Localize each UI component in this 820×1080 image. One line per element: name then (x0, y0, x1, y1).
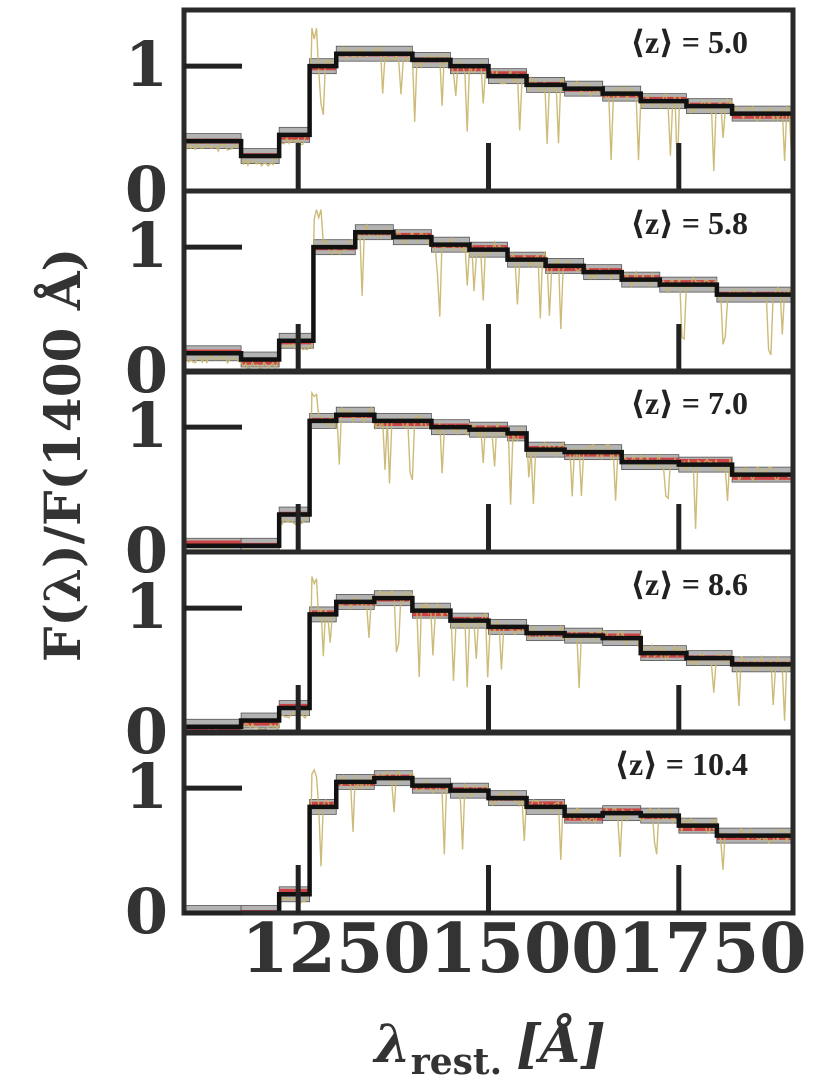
spectrum-panel-2: 0 1 ⟨z⟩ = 7.0 (125, 368, 796, 587)
x-tick-label-2: 1750 (617, 909, 806, 989)
y-tick-label-1-0: 0 (125, 334, 168, 407)
x-tick-label-0: 1250 (241, 909, 430, 989)
y-axis-title: F(λ)/F(1400 Å) (33, 248, 92, 662)
y-tick-label-2-1: 1 (125, 389, 168, 462)
x-tick-label-1: 1500 (429, 909, 618, 989)
panel-label-0: ⟨z⟩ = 5.0 (630, 24, 748, 60)
x-axis-title: λrest. [Å] (372, 1013, 605, 1080)
spectrum-panel-4: 0 1 ⟨z⟩ = 10.4 (125, 729, 796, 948)
model-step-line-3 (184, 595, 793, 730)
panel-label-2: ⟨z⟩ = 7.0 (630, 385, 748, 421)
model-step-line-4 (184, 775, 793, 913)
y-tick-label-4-0: 0 (125, 875, 168, 948)
y-tick-label-3-1: 1 (125, 570, 168, 643)
y-tick-label-1-1: 1 (125, 209, 168, 282)
model-step-line-0 (184, 51, 793, 159)
panel-label-1: ⟨z⟩ = 5.8 (630, 205, 748, 241)
panel-plot-area-3 (184, 576, 793, 733)
x-axis: 1250 1500 1750 (241, 909, 806, 989)
panel-label-4: ⟨z⟩ = 10.4 (614, 746, 748, 782)
spectrum-panel-3: 0 1 ⟨z⟩ = 8.6 (125, 549, 796, 768)
x-axis-symbol: λ (372, 1014, 410, 1075)
spectrum-line-3 (186, 576, 792, 733)
y-tick-label-0-1: 1 (125, 28, 168, 101)
panels-group: 01 ⟨z⟩ = 5.001 ⟨z⟩ = 5.801 ⟨z⟩ = 7.001 ⟨z⟩ =… (125, 7, 796, 948)
model-step-line-2 (184, 412, 793, 549)
spectrum-panel-0: 0 1 ⟨z⟩ = 5.0 (125, 7, 796, 226)
panel-plot-area-0 (184, 28, 793, 172)
spectrum-panel-1: 0 1 ⟨z⟩ = 5.8 (125, 188, 796, 407)
x-axis-unit: [Å] (516, 1013, 606, 1075)
panel-plot-area-2 (184, 390, 793, 552)
panel-label-3: ⟨z⟩ = 8.6 (630, 566, 748, 602)
x-axis-subscript: rest. (411, 1041, 502, 1080)
y-tick-label-0-0: 0 (125, 153, 168, 226)
spectrum-line-4 (277, 768, 793, 913)
y-tick-label-2-0: 0 (125, 514, 168, 587)
y-tick-label-4-1: 1 (125, 750, 168, 823)
y-tick-label-3-0: 0 (125, 695, 168, 768)
